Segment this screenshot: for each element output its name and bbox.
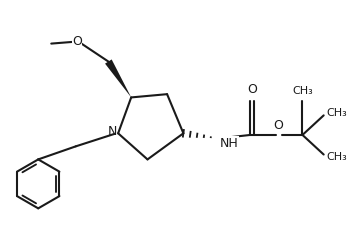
Text: CH₃: CH₃ (292, 86, 313, 96)
Polygon shape (105, 59, 131, 97)
Text: methoxy: methoxy (36, 42, 43, 43)
Text: N: N (107, 125, 117, 138)
Text: CH₃: CH₃ (326, 152, 347, 162)
Text: O: O (72, 35, 82, 48)
Text: methoxy: methoxy (43, 41, 49, 42)
Text: CH₃: CH₃ (326, 108, 347, 118)
Text: NH: NH (219, 137, 238, 150)
Text: O: O (273, 119, 283, 132)
Text: O: O (247, 83, 257, 96)
